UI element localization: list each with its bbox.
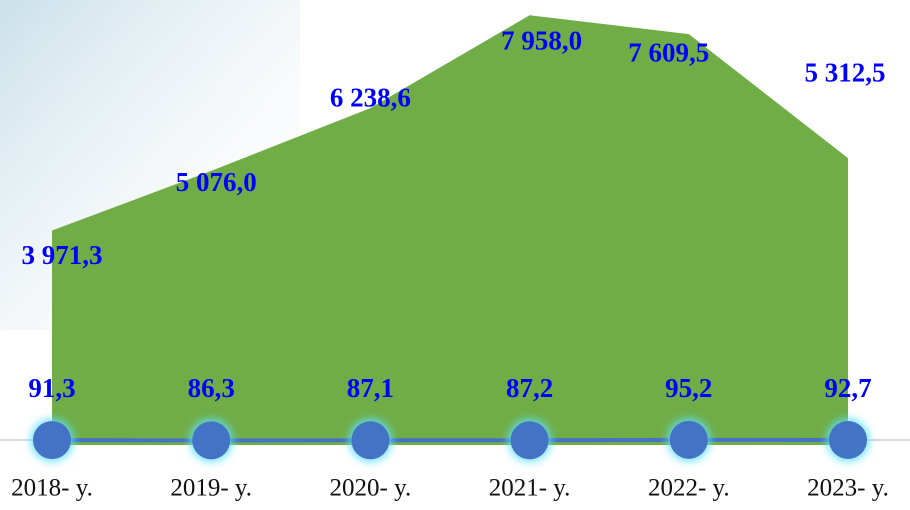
chart: 3 971,3 5 076,0 6 238,6 7 958,0 7 609,5 5 312…	[0, 0, 910, 510]
dot	[511, 421, 549, 459]
x-tick-label: 2022- y.	[648, 475, 730, 502]
value-label: 7 958,0	[501, 25, 582, 55]
dot	[829, 421, 867, 459]
x-tick-label: 2019- y.	[170, 475, 252, 502]
x-tick-label: 2023- y.	[807, 475, 889, 502]
value-label: 87,1	[347, 373, 394, 403]
dot	[192, 421, 230, 459]
value-label: 86,3	[188, 373, 235, 403]
value-label: 87,2	[506, 373, 553, 403]
value-label: 5 076,0	[176, 167, 257, 197]
value-label: 3 971,3	[22, 240, 103, 270]
dot	[33, 421, 71, 459]
value-label: 6 238,6	[330, 82, 411, 112]
dot	[670, 421, 708, 459]
value-label: 91,3	[28, 373, 75, 403]
value-label: 7 609,5	[628, 37, 709, 67]
dot	[351, 421, 389, 459]
value-label: 5 312,5	[805, 57, 886, 87]
x-tick-label: 2020- y.	[330, 475, 412, 502]
x-tick-label: 2021- y.	[489, 475, 571, 502]
value-label: 95,2	[665, 373, 712, 403]
value-label: 92,7	[824, 373, 871, 403]
x-tick-label: 2018- y.	[11, 475, 93, 502]
